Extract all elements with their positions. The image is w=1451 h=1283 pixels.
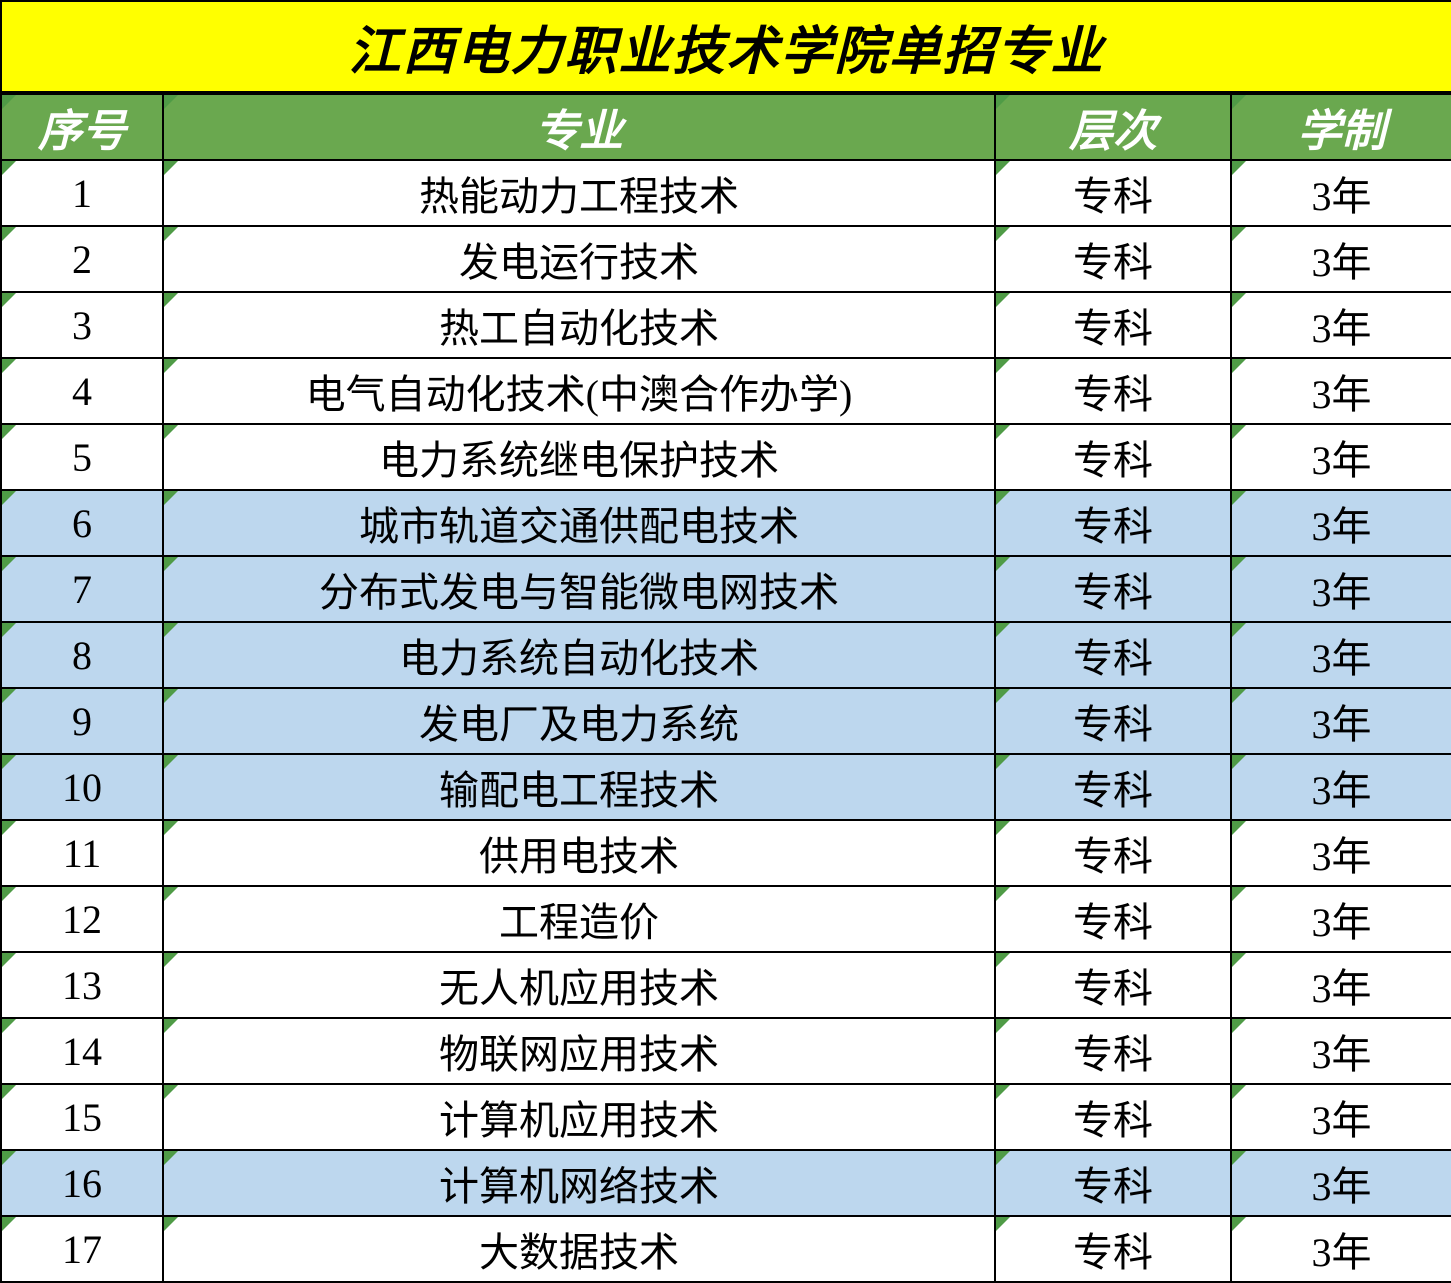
cell-years: 3年 xyxy=(1231,886,1451,952)
table-row: 12工程造价专科3年 xyxy=(1,886,1451,952)
cell-major: 电气自动化技术(中澳合作办学) xyxy=(163,358,995,424)
title-row: 江西电力职业技术学院单招专业 xyxy=(1,1,1451,93)
cell-years: 3年 xyxy=(1231,1150,1451,1216)
table-row: 10输配电工程技术专科3年 xyxy=(1,754,1451,820)
cell-seq: 14 xyxy=(1,1018,163,1084)
cell-seq: 6 xyxy=(1,490,163,556)
table-row: 2发电运行技术专科3年 xyxy=(1,226,1451,292)
cell-seq: 12 xyxy=(1,886,163,952)
cell-seq: 11 xyxy=(1,820,163,886)
table-row: 3热工自动化技术专科3年 xyxy=(1,292,1451,358)
cell-major: 物联网应用技术 xyxy=(163,1018,995,1084)
cell-level: 专科 xyxy=(995,820,1231,886)
cell-major: 城市轨道交通供配电技术 xyxy=(163,490,995,556)
table-row: 14物联网应用技术专科3年 xyxy=(1,1018,1451,1084)
table-title: 江西电力职业技术学院单招专业 xyxy=(1,1,1451,93)
cell-level: 专科 xyxy=(995,1018,1231,1084)
cell-seq: 13 xyxy=(1,952,163,1018)
cell-major: 计算机网络技术 xyxy=(163,1150,995,1216)
cell-level: 专科 xyxy=(995,292,1231,358)
table-row: 16计算机网络技术专科3年 xyxy=(1,1150,1451,1216)
cell-major: 电力系统继电保护技术 xyxy=(163,424,995,490)
cell-years: 3年 xyxy=(1231,952,1451,1018)
cell-years: 3年 xyxy=(1231,490,1451,556)
cell-seq: 9 xyxy=(1,688,163,754)
cell-level: 专科 xyxy=(995,688,1231,754)
cell-major: 供用电技术 xyxy=(163,820,995,886)
table-row: 6城市轨道交通供配电技术专科3年 xyxy=(1,490,1451,556)
table-row: 9发电厂及电力系统专科3年 xyxy=(1,688,1451,754)
table-row: 15计算机应用技术专科3年 xyxy=(1,1084,1451,1150)
cell-years: 3年 xyxy=(1231,688,1451,754)
cell-years: 3年 xyxy=(1231,820,1451,886)
cell-years: 3年 xyxy=(1231,424,1451,490)
cell-seq: 7 xyxy=(1,556,163,622)
header-row: 序号 专业 层次 学制 xyxy=(1,93,1451,160)
cell-seq: 2 xyxy=(1,226,163,292)
cell-major: 热工自动化技术 xyxy=(163,292,995,358)
cell-major: 电力系统自动化技术 xyxy=(163,622,995,688)
cell-major: 发电运行技术 xyxy=(163,226,995,292)
cell-level: 专科 xyxy=(995,886,1231,952)
table-row: 1热能动力工程技术专科3年 xyxy=(1,160,1451,226)
majors-table-container: 江西电力职业技术学院单招专业 序号 专业 层次 学制 1热能动力工程技术专科3年… xyxy=(0,0,1451,1283)
cell-major: 分布式发电与智能微电网技术 xyxy=(163,556,995,622)
cell-years: 3年 xyxy=(1231,1018,1451,1084)
cell-level: 专科 xyxy=(995,556,1231,622)
cell-years: 3年 xyxy=(1231,622,1451,688)
cell-years: 3年 xyxy=(1231,160,1451,226)
cell-seq: 8 xyxy=(1,622,163,688)
cell-major: 工程造价 xyxy=(163,886,995,952)
cell-seq: 5 xyxy=(1,424,163,490)
cell-level: 专科 xyxy=(995,424,1231,490)
cell-years: 3年 xyxy=(1231,1084,1451,1150)
cell-major: 热能动力工程技术 xyxy=(163,160,995,226)
cell-level: 专科 xyxy=(995,754,1231,820)
cell-years: 3年 xyxy=(1231,292,1451,358)
cell-seq: 10 xyxy=(1,754,163,820)
cell-major: 计算机应用技术 xyxy=(163,1084,995,1150)
cell-level: 专科 xyxy=(995,952,1231,1018)
cell-seq: 4 xyxy=(1,358,163,424)
table-row: 13无人机应用技术专科3年 xyxy=(1,952,1451,1018)
cell-major: 发电厂及电力系统 xyxy=(163,688,995,754)
col-header-years: 学制 xyxy=(1231,93,1451,160)
table-row: 5电力系统继电保护技术专科3年 xyxy=(1,424,1451,490)
table-row: 8电力系统自动化技术专科3年 xyxy=(1,622,1451,688)
cell-level: 专科 xyxy=(995,1084,1231,1150)
cell-years: 3年 xyxy=(1231,1216,1451,1282)
table-body: 1热能动力工程技术专科3年2发电运行技术专科3年3热工自动化技术专科3年4电气自… xyxy=(1,160,1451,1282)
table-row: 17大数据技术专科3年 xyxy=(1,1216,1451,1282)
cell-level: 专科 xyxy=(995,226,1231,292)
cell-level: 专科 xyxy=(995,1216,1231,1282)
cell-level: 专科 xyxy=(995,160,1231,226)
cell-seq: 16 xyxy=(1,1150,163,1216)
cell-major: 输配电工程技术 xyxy=(163,754,995,820)
cell-seq: 17 xyxy=(1,1216,163,1282)
table-row: 4电气自动化技术(中澳合作办学)专科3年 xyxy=(1,358,1451,424)
cell-years: 3年 xyxy=(1231,556,1451,622)
cell-years: 3年 xyxy=(1231,358,1451,424)
cell-major: 无人机应用技术 xyxy=(163,952,995,1018)
cell-level: 专科 xyxy=(995,1150,1231,1216)
table-row: 11供用电技术专科3年 xyxy=(1,820,1451,886)
table-row: 7分布式发电与智能微电网技术专科3年 xyxy=(1,556,1451,622)
cell-major: 大数据技术 xyxy=(163,1216,995,1282)
cell-seq: 1 xyxy=(1,160,163,226)
col-header-seq: 序号 xyxy=(1,93,163,160)
cell-years: 3年 xyxy=(1231,754,1451,820)
cell-years: 3年 xyxy=(1231,226,1451,292)
cell-seq: 15 xyxy=(1,1084,163,1150)
cell-seq: 3 xyxy=(1,292,163,358)
col-header-major: 专业 xyxy=(163,93,995,160)
cell-level: 专科 xyxy=(995,622,1231,688)
majors-table: 江西电力职业技术学院单招专业 序号 专业 层次 学制 1热能动力工程技术专科3年… xyxy=(0,0,1451,1283)
cell-level: 专科 xyxy=(995,358,1231,424)
col-header-level: 层次 xyxy=(995,93,1231,160)
cell-level: 专科 xyxy=(995,490,1231,556)
